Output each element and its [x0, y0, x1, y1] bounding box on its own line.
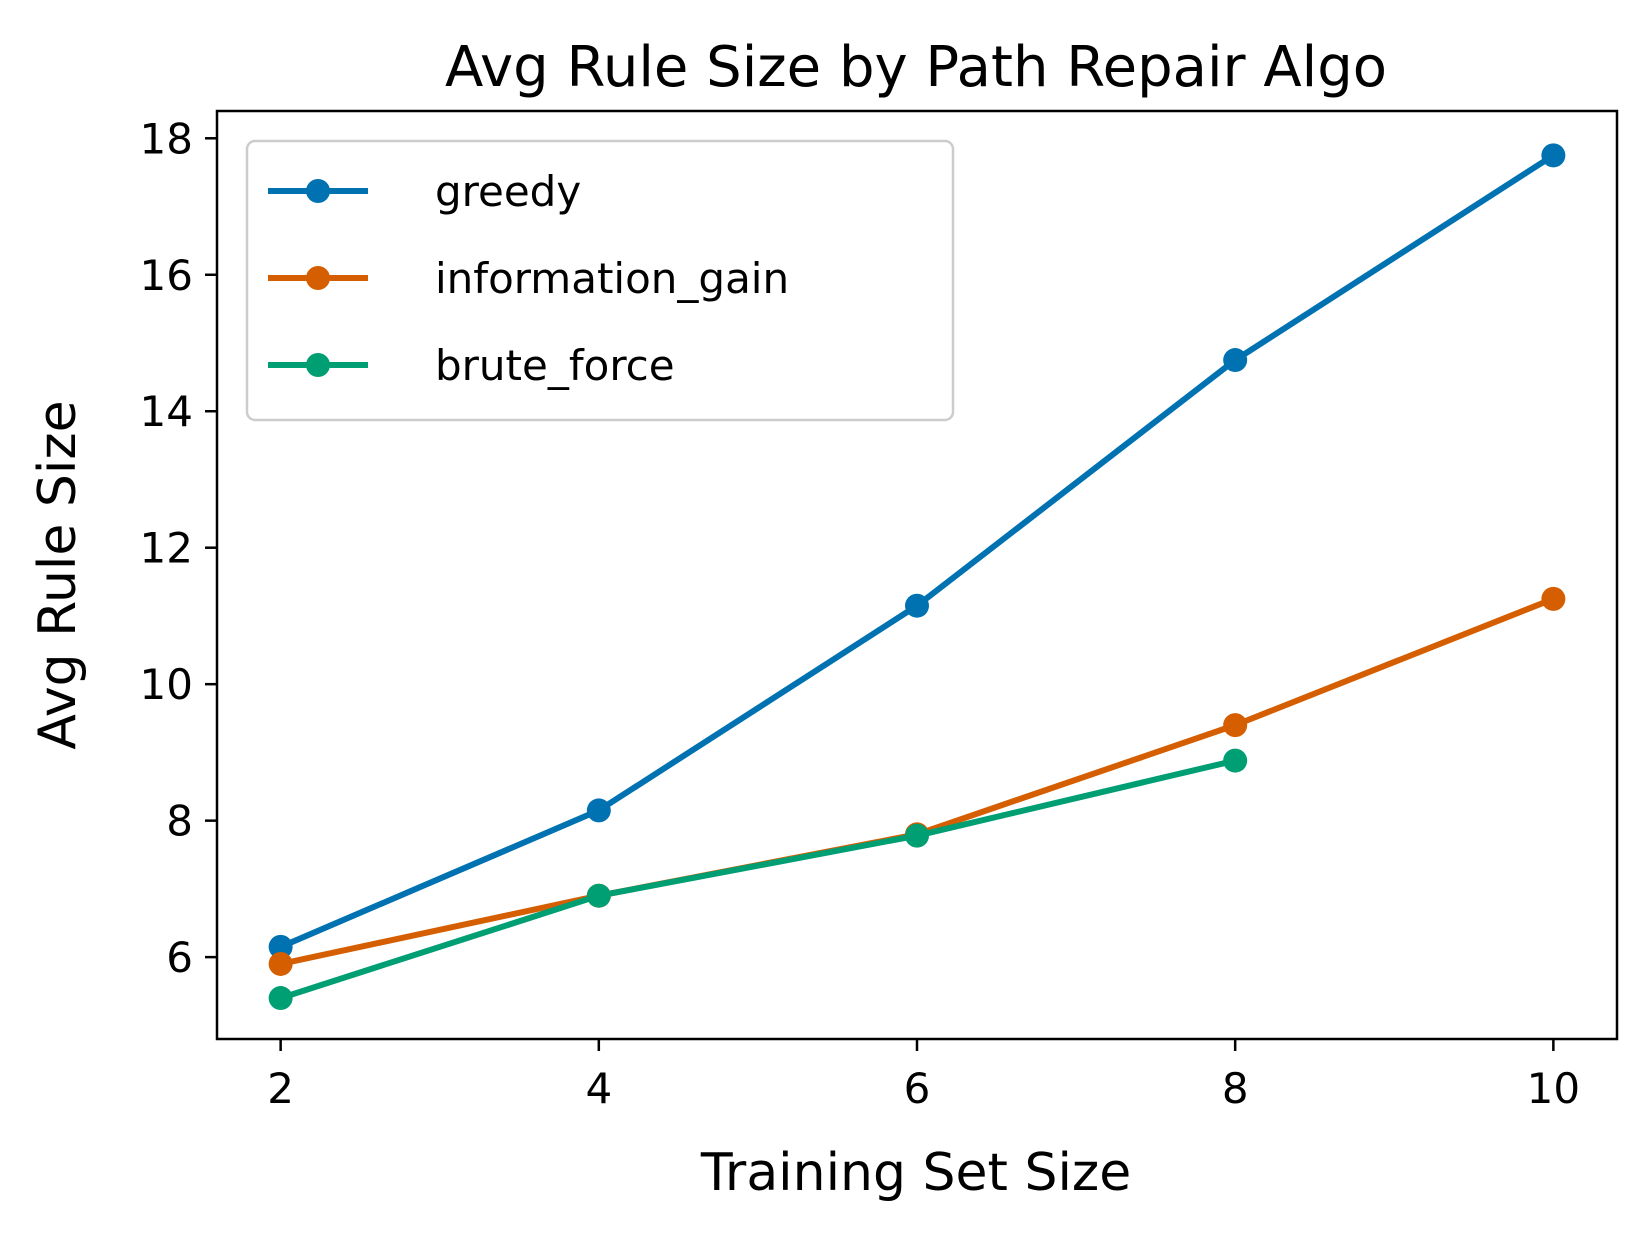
data-point	[268, 986, 293, 1011]
data-point	[905, 823, 929, 848]
y-tick-label: 14	[140, 387, 193, 436]
data-point	[1223, 713, 1248, 738]
data-point	[268, 951, 293, 976]
x-tick-label: 8	[1222, 1064, 1249, 1113]
legend-marker	[306, 353, 330, 377]
series-greedy	[268, 143, 1566, 959]
legend-item-brute-force: brute_force	[268, 341, 675, 390]
y-tick-label: 8	[166, 797, 193, 846]
x-tick-label: 2	[267, 1064, 294, 1113]
data-point	[1223, 748, 1248, 773]
data-point	[1541, 143, 1566, 168]
y-tick-label: 18	[140, 114, 193, 163]
y-tick-label: 6	[166, 933, 193, 982]
legend-label: brute_force	[435, 341, 675, 390]
legend-item-greedy: greedy	[268, 167, 581, 216]
y-tick-label: 10	[140, 660, 193, 709]
series-layer	[268, 143, 1566, 1011]
series-line	[276, 756, 1239, 1002]
data-point	[1223, 348, 1248, 373]
y-axis-label: Avg Rule Size	[28, 400, 88, 749]
y-axis: 6 8 10 12 14 16 18	[140, 114, 217, 982]
x-tick-label: 10	[1527, 1064, 1580, 1113]
data-point	[586, 798, 611, 823]
chart-title: Avg Rule Size by Path Repair Algo	[445, 35, 1387, 100]
y-tick-label: 12	[140, 524, 193, 573]
x-axis: 2 4 6 8 10	[267, 1039, 1580, 1113]
data-point	[905, 593, 929, 618]
data-point	[268, 934, 293, 959]
data-point	[1541, 586, 1566, 611]
data-point	[586, 883, 611, 908]
legend-label: greedy	[435, 167, 581, 216]
y-tick-label: 16	[140, 251, 193, 300]
x-tick-label: 4	[585, 1064, 612, 1113]
legend-marker	[306, 179, 330, 203]
x-tick-label: 6	[904, 1064, 931, 1113]
x-axis-label: Training Set Size	[700, 1143, 1131, 1203]
legend-marker	[306, 266, 330, 290]
legend-item-information-gain: information_gain	[268, 254, 789, 303]
legend-box	[245, 139, 955, 422]
legend: greedy information_gain brute_force	[245, 139, 955, 422]
legend-label: information_gain	[435, 254, 789, 303]
series-brute-force	[268, 748, 1248, 1011]
